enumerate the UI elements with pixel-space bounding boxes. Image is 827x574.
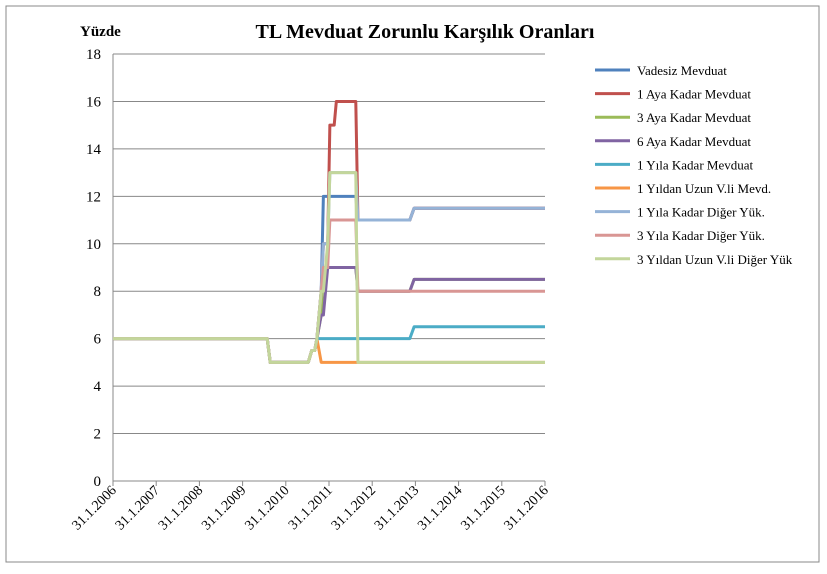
- legend-label: 1 Aya Kadar Mevduat: [637, 87, 751, 102]
- series-line: [113, 171, 545, 364]
- y-tick-label: 10: [86, 237, 101, 253]
- legend-label: 3 Yıldan Uzun V.li Diğer Yük: [637, 252, 793, 267]
- legend-label: Vadesiz Mevduat: [637, 63, 727, 78]
- chart-title: TL Mevduat Zorunlu Karşılık Oranları: [256, 21, 595, 43]
- legend-label: 1 Yıla Kadar Mevduat: [637, 157, 754, 172]
- y-tick-label: 6: [94, 332, 102, 348]
- y-tick-label: 16: [86, 94, 102, 110]
- y-tick-label: 18: [86, 47, 101, 63]
- y-tick-label: 12: [86, 189, 101, 205]
- y-tick-label: 4: [94, 379, 102, 395]
- legend-label: 1 Yıla Kadar Diğer Yük.: [637, 205, 765, 220]
- legend-label: 3 Yıla Kadar Diğer Yük.: [637, 228, 765, 243]
- legend-label: 3 Aya Kadar Mevduat: [637, 110, 751, 125]
- legend-label: 6 Aya Kadar Mevduat: [637, 134, 751, 149]
- y-tick-label: 0: [94, 474, 102, 490]
- y-axis-label: Yüzde: [80, 24, 121, 40]
- legend-label: 1 Yıldan Uzun V.li Mevd.: [637, 181, 771, 196]
- y-tick-label: 2: [94, 427, 102, 443]
- y-tick-label: 14: [86, 142, 102, 158]
- y-tick-label: 8: [94, 284, 102, 300]
